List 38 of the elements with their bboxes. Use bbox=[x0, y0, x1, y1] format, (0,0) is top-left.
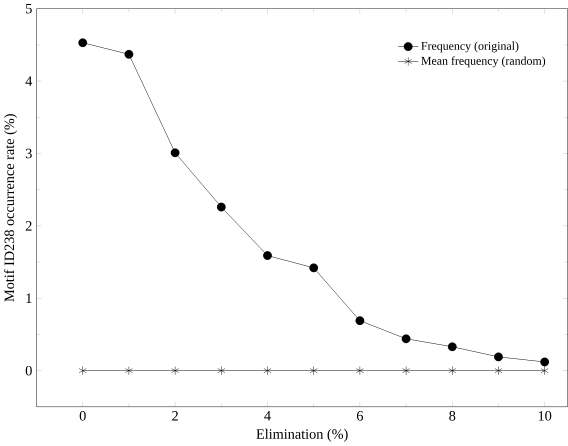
point bbox=[402, 334, 410, 344]
point bbox=[125, 366, 133, 376]
point bbox=[310, 366, 318, 376]
point bbox=[78, 366, 87, 376]
point bbox=[448, 366, 456, 376]
point bbox=[217, 366, 226, 376]
point bbox=[540, 358, 550, 366]
x-tick-label: 0 bbox=[80, 411, 86, 421]
legend-label: Mean frequency (random) bbox=[421, 56, 546, 68]
x-tick-label: 10 bbox=[538, 411, 552, 421]
y-tick-label: 2 bbox=[26, 221, 32, 231]
point bbox=[264, 366, 272, 376]
point bbox=[448, 342, 457, 352]
y-tick-label: 3 bbox=[26, 148, 32, 158]
point bbox=[309, 264, 318, 272]
point bbox=[170, 148, 180, 158]
x-tick-label: 6 bbox=[356, 411, 364, 421]
legend-label: Frequency (original) bbox=[421, 42, 518, 53]
point bbox=[494, 366, 502, 376]
y-axis-title: Motif ID238 occurrence rate (%) bbox=[4, 114, 18, 302]
point bbox=[124, 50, 134, 59]
point bbox=[540, 366, 549, 376]
point bbox=[216, 202, 226, 212]
point bbox=[78, 38, 88, 48]
point bbox=[263, 251, 272, 260]
point bbox=[171, 366, 179, 376]
x-tick-label: 4 bbox=[264, 411, 271, 421]
point bbox=[494, 352, 503, 362]
point bbox=[355, 316, 364, 326]
y-tick-label: 1 bbox=[26, 294, 32, 304]
y-tick-label: 5 bbox=[26, 4, 32, 14]
x-tick-label: 8 bbox=[449, 411, 456, 421]
x-axis-title: Elimination (%) bbox=[256, 428, 348, 442]
point bbox=[402, 366, 410, 376]
x-tick-label: 2 bbox=[172, 411, 178, 421]
y-tick-label: 0 bbox=[26, 366, 32, 376]
y-tick-label: 4 bbox=[25, 76, 32, 86]
point bbox=[356, 366, 364, 376]
